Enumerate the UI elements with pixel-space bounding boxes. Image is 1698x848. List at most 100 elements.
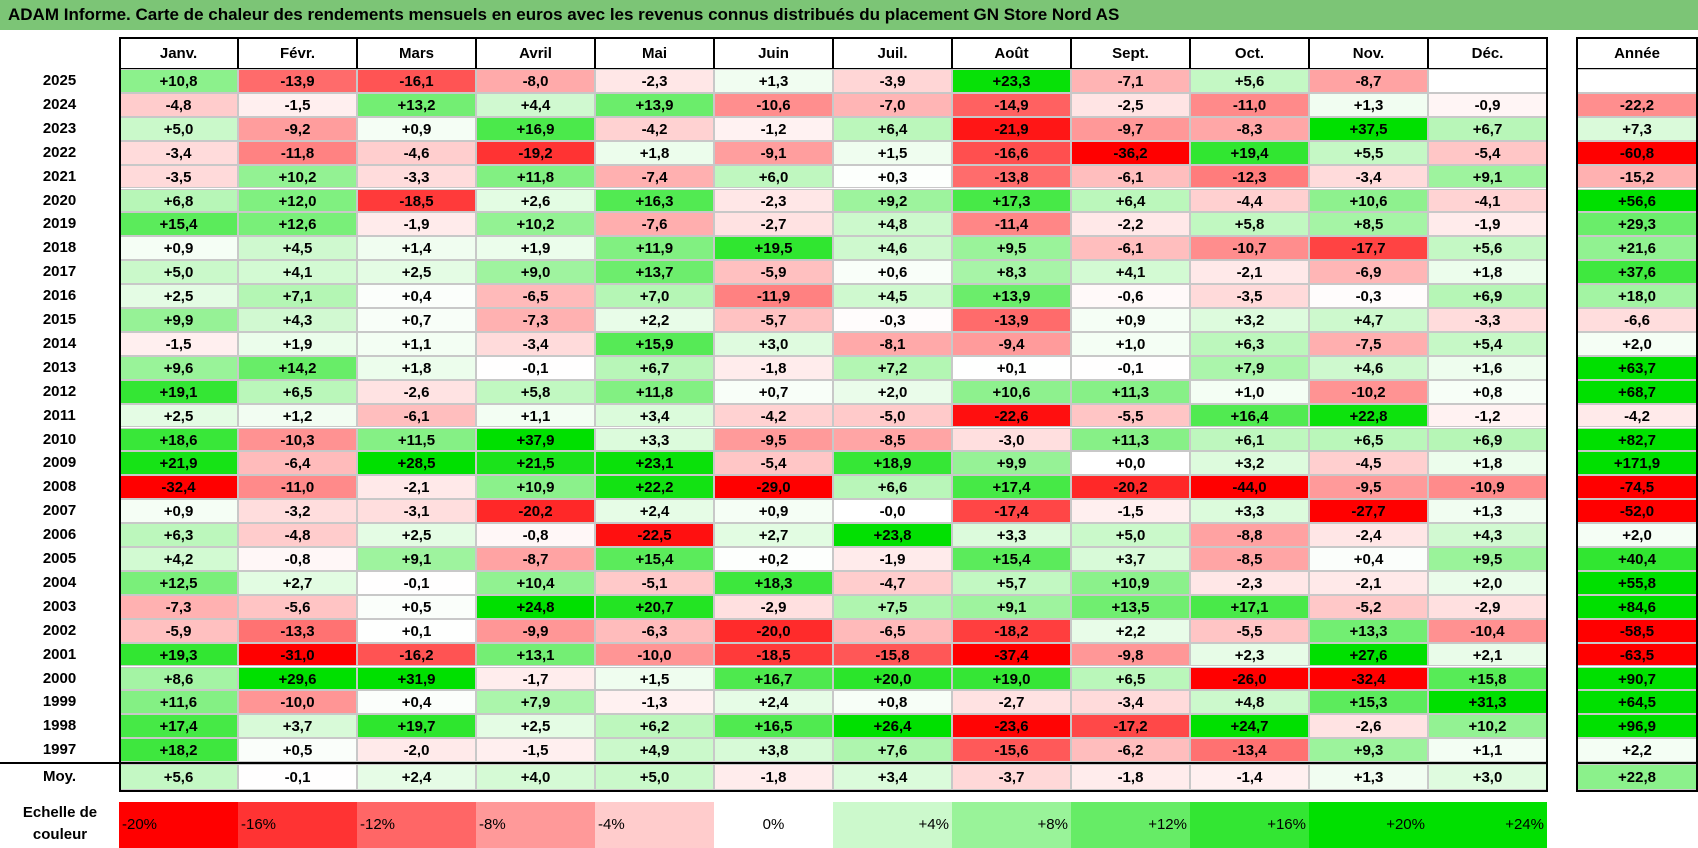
row-year-label: 2002: [42, 621, 77, 639]
heat-cell: -23,6: [952, 714, 1071, 739]
heat-cell: +2,5: [476, 714, 595, 739]
legend-step: -16%: [238, 802, 357, 848]
heat-cell: +2,5: [357, 260, 476, 285]
heat-cell: -3,5: [119, 164, 238, 189]
heat-cell: +13,2: [357, 92, 476, 117]
heat-cell: +23,3: [952, 69, 1071, 93]
heat-cell: +6,8: [119, 188, 238, 213]
heat-cell: +23,8: [833, 523, 952, 547]
legend-step: +16%: [1190, 802, 1309, 848]
heat-cell: +5,8: [476, 379, 595, 404]
heat-cell: +5,0: [1071, 523, 1190, 547]
heat-cell: -20,2: [476, 499, 595, 524]
average-cell: +3,4: [833, 764, 952, 790]
annual-cell: +7,3: [1576, 116, 1698, 141]
heat-cell: -2,9: [1428, 594, 1547, 619]
heat-cell: -1,7: [476, 666, 595, 691]
heat-cell: -3,4: [1071, 690, 1190, 715]
heat-cell: -9,2: [238, 116, 357, 141]
heat-cell: -2,2: [1071, 212, 1190, 237]
legend-step: -8%: [476, 802, 595, 848]
heat-cell: -8,1: [833, 331, 952, 356]
heat-cell: +17,4: [952, 475, 1071, 500]
heat-cell: +6,6: [833, 475, 952, 500]
heat-cell: -26,0: [1190, 666, 1309, 691]
heat-cell: -21,9: [952, 116, 1071, 141]
heat-cell: -5,4: [714, 451, 833, 476]
heat-cell: +4,3: [1428, 523, 1547, 547]
heat-cell: +7,1: [238, 284, 357, 308]
heat-cell: +13,5: [1071, 594, 1190, 619]
legend-step: +12%: [1071, 802, 1190, 848]
heat-cell: +6,2: [595, 714, 714, 739]
heat-cell: +0,0: [1071, 451, 1190, 476]
heat-cell: +0,1: [357, 618, 476, 643]
heat-cell: +5,4: [1428, 331, 1547, 356]
heat-cell: +15,8: [1428, 666, 1547, 691]
heat-cell: -0,3: [1309, 284, 1428, 308]
heat-cell: -10,0: [238, 690, 357, 715]
heat-cell: -3,1: [357, 499, 476, 524]
heat-cell: -8,5: [833, 427, 952, 452]
heat-cell: -1,3: [595, 690, 714, 715]
heat-cell: -32,4: [1309, 666, 1428, 691]
heat-cell: [1428, 69, 1547, 93]
heat-cell: +15,9: [595, 331, 714, 356]
row-year-label: 2024: [42, 95, 77, 113]
heat-cell: -6,1: [1071, 236, 1190, 261]
heat-cell: +0,8: [1428, 379, 1547, 404]
heat-cell: -17,7: [1309, 236, 1428, 261]
heat-cell: -2,7: [714, 212, 833, 237]
heat-cell: +0,9: [1071, 308, 1190, 332]
average-cell: -1,4: [1190, 764, 1309, 790]
heat-cell: -1,9: [833, 547, 952, 571]
heat-cell: -9,8: [1071, 642, 1190, 667]
column-header-annee: Année: [1576, 37, 1698, 69]
annual-cell: +29,3: [1576, 212, 1698, 237]
heat-cell: +8,6: [119, 666, 238, 691]
heat-cell: +13,7: [595, 260, 714, 285]
average-separator-annual: [1576, 762, 1698, 764]
heat-cell: -27,7: [1309, 499, 1428, 524]
row-year-label: 2000: [42, 669, 77, 687]
heat-cell: +10,8: [119, 69, 238, 93]
heat-cell: +4,1: [1071, 260, 1190, 285]
column-header: Mars: [357, 37, 476, 69]
heat-cell: +5,6: [1428, 236, 1547, 261]
heat-cell: -2,1: [357, 475, 476, 500]
heat-cell: +8,5: [1309, 212, 1428, 237]
heat-cell: +2,0: [1428, 570, 1547, 595]
heat-cell: +1,0: [1071, 331, 1190, 356]
annual-cell: +64,5: [1576, 690, 1698, 715]
heat-cell: -8,8: [1190, 523, 1309, 547]
heat-cell: -3,4: [476, 331, 595, 356]
heat-cell: +1,5: [833, 140, 952, 165]
heat-cell: +15,4: [119, 212, 238, 237]
heat-cell: +1,3: [714, 69, 833, 93]
heat-cell: +31,9: [357, 666, 476, 691]
heat-cell: -11,9: [714, 284, 833, 308]
heat-cell: +22,2: [595, 475, 714, 500]
heat-cell: +6,0: [714, 164, 833, 189]
heat-cell: +18,6: [119, 427, 238, 452]
heat-cell: +15,3: [1309, 690, 1428, 715]
heat-cell: -2,5: [1071, 92, 1190, 117]
heat-cell: -4,8: [119, 92, 238, 117]
average-separator: [0, 762, 1548, 764]
heat-cell: -13,9: [952, 308, 1071, 332]
heat-cell: +13,1: [476, 642, 595, 667]
heat-cell: +2,6: [476, 188, 595, 213]
heat-cell: -6,4: [238, 451, 357, 476]
heat-cell: +2,4: [595, 499, 714, 524]
heat-cell: -7,1: [1071, 69, 1190, 93]
heat-cell: +27,6: [1309, 642, 1428, 667]
heat-cell: +1,5: [595, 666, 714, 691]
heat-cell: -4,1: [1428, 188, 1547, 213]
annual-cell: +2,0: [1576, 331, 1698, 356]
heat-cell: +0,5: [238, 738, 357, 763]
heat-cell: -6,9: [1309, 260, 1428, 285]
heat-cell: +13,9: [952, 284, 1071, 308]
heat-cell: +19,0: [952, 666, 1071, 691]
heat-cell: +14,2: [238, 355, 357, 380]
heat-cell: -2,0: [357, 738, 476, 763]
